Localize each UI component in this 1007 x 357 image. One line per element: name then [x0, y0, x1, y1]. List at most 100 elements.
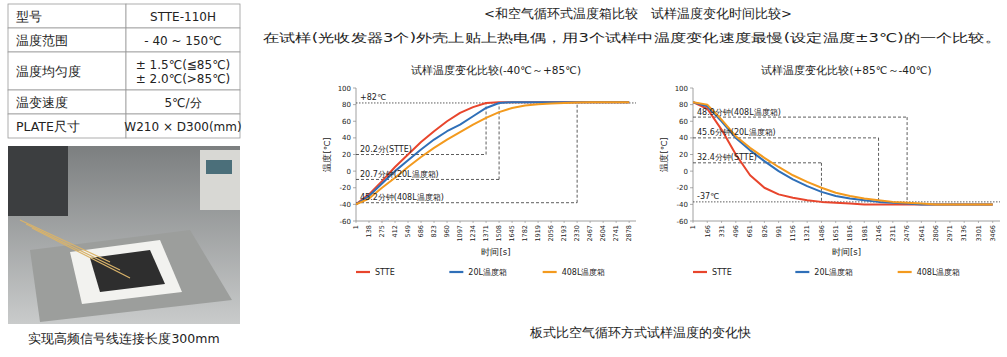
photo-cable — [26, 224, 120, 270]
legend-label: STTE — [712, 268, 732, 277]
x-tick-label: 2467 — [586, 225, 594, 242]
table-cell — [126, 28, 240, 52]
y-tick-label: 100 — [338, 85, 351, 93]
table-cell — [8, 52, 126, 90]
x-tick — [629, 221, 630, 223]
annotation-line — [356, 179, 499, 180]
x-tick — [590, 221, 591, 223]
y-tick — [690, 221, 693, 222]
x-tick — [564, 221, 565, 223]
x-tick-label: 2878 — [625, 225, 633, 242]
y-tick — [353, 171, 356, 172]
x-tick — [525, 221, 526, 223]
x-tick-label: 412 — [391, 225, 399, 237]
x-tick — [964, 221, 965, 223]
x-tick — [807, 221, 808, 223]
x-tick — [949, 221, 950, 223]
title: <和空气循环式温度箱比较 试样温度变化时间比较> — [484, 6, 792, 21]
series-line — [356, 102, 629, 204]
x-tick-label: 2641 — [918, 225, 926, 242]
y-tick-label: -40 — [677, 201, 688, 209]
y-tick-label: 40 — [342, 134, 351, 142]
x-tick-label: 2193 — [560, 225, 568, 242]
photo-cable — [20, 220, 110, 262]
x-tick — [577, 221, 578, 223]
annotation-text: 20.7分钟(20L温度箱) — [360, 170, 439, 179]
series-line — [356, 102, 629, 204]
annotation-line — [693, 162, 821, 163]
legend-swatch — [356, 271, 370, 273]
photo-screen — [206, 160, 232, 174]
x-tick-label: 1234 — [469, 225, 477, 242]
x-tick-label: 1981 — [861, 225, 869, 242]
photo-chip — [90, 250, 165, 292]
annotation-text: -37℃ — [697, 192, 719, 201]
x-tick — [603, 221, 604, 223]
x-tick-label: 686 — [417, 225, 425, 237]
y-tick-label: -40 — [340, 201, 351, 209]
x-tick-label: 1321 — [803, 225, 811, 242]
annotation-text: 45.2分钟(408L温度箱) — [360, 193, 444, 202]
series-line — [693, 102, 993, 204]
y-axis-label: 温度[℃] — [322, 137, 332, 171]
chart: 试样温度变化比较(+85℃～-40℃)-60-40-20020406080100… — [659, 64, 1000, 277]
y-tick — [353, 121, 356, 122]
x-tick — [356, 221, 357, 223]
x-tick-label: 1816 — [846, 225, 854, 242]
x-tick — [512, 221, 513, 223]
x-tick-label: 826 — [761, 225, 769, 237]
annotation-text: 20.2分(STTE) — [360, 145, 412, 154]
y-tick — [353, 154, 356, 155]
y-tick-label: -20 — [677, 184, 688, 192]
y-tick — [690, 88, 693, 89]
x-axis-label: 时间[s] — [481, 247, 510, 257]
x-tick — [395, 221, 396, 223]
y-tick-label: 60 — [342, 118, 351, 126]
x-tick-label: 2476 — [903, 225, 911, 242]
x-tick-label: 823 — [430, 225, 438, 237]
x-tick-label: 2604 — [599, 225, 607, 242]
y-axis-label: 温度[℃] — [659, 137, 669, 171]
spec-table: 型号STTE-110H温度范围- 40 ~ 150℃温度均匀度± 1.5℃(≦8… — [8, 4, 242, 138]
table-value: W210 × D300(mm) — [124, 120, 241, 134]
annotation-line — [693, 137, 879, 138]
x-tick-label: 1645 — [508, 225, 516, 242]
annotation-text: +82℃ — [360, 93, 386, 102]
legend-label: 408L温度箱 — [917, 268, 961, 277]
annotation-line — [907, 117, 908, 202]
x-tick-label: 166 — [704, 225, 712, 237]
x-tick — [750, 221, 751, 223]
photo-board — [30, 230, 232, 322]
table-value: ± 2.0℃(>85℃) — [136, 72, 231, 86]
y-tick-label: 0 — [684, 168, 688, 176]
x-tick-label: 1919 — [534, 225, 542, 242]
x-tick — [434, 221, 435, 223]
x-tick — [460, 221, 461, 223]
photo — [8, 146, 240, 324]
annotation-line — [693, 117, 907, 118]
y-tick — [690, 187, 693, 188]
annotation-text: 48.9分钟(408L温度箱) — [697, 108, 781, 117]
x-tick — [551, 221, 552, 223]
y-tick-label: 60 — [679, 118, 688, 126]
y-tick-label: -60 — [340, 218, 351, 226]
annotation-line — [356, 154, 486, 155]
y-tick — [690, 104, 693, 105]
photo-caption: 实现高频信号线连接长度300mm — [28, 331, 219, 346]
x-tick-label: 2806 — [932, 225, 940, 242]
y-tick — [353, 88, 356, 89]
series-line — [356, 102, 629, 204]
y-tick — [690, 121, 693, 122]
x-tick-label: 1097 — [456, 225, 464, 242]
photo-device — [8, 146, 68, 216]
x-tick — [892, 221, 893, 223]
table-label: 型号 — [16, 9, 42, 24]
x-tick-label: 1371 — [482, 225, 490, 242]
legend-label: 20L温度箱 — [468, 268, 507, 277]
y-tick — [690, 204, 693, 205]
x-tick-label: 275 — [378, 225, 386, 237]
annotation-line — [577, 103, 578, 203]
x-tick — [707, 221, 708, 223]
x-axis — [693, 221, 1000, 222]
y-tick-label: 20 — [679, 151, 688, 159]
